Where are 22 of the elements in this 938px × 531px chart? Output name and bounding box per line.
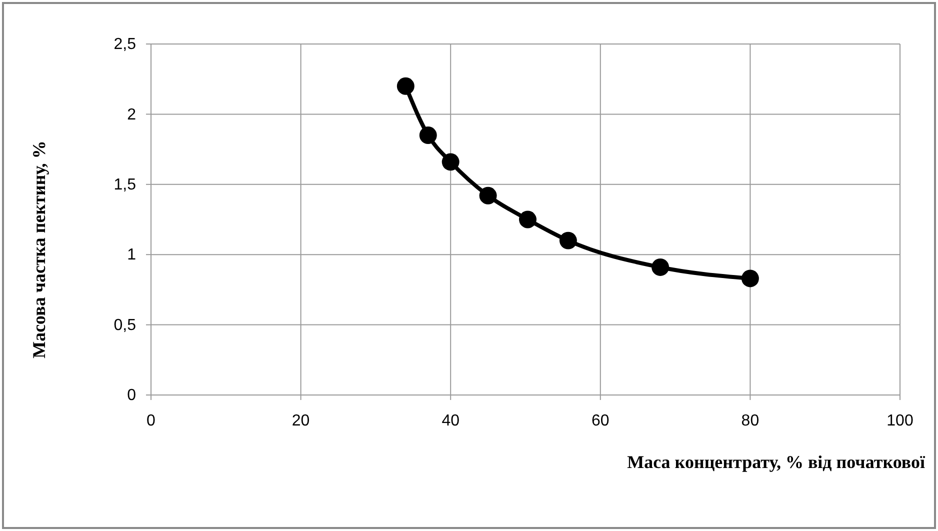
point [419,126,437,144]
point [479,186,497,204]
point [442,153,460,171]
point [652,258,670,276]
x-tick-label: 100 [886,412,914,430]
point [396,77,414,95]
y-tick-label: 2,5 [114,36,136,54]
x-tick-label: 60 [592,412,610,430]
y-tick-label: 0,5 [114,316,136,334]
y-tick-label: 2 [127,106,136,124]
y-tick-label: 0 [127,387,136,404]
y-tick-label: 1,5 [114,176,136,194]
y-tick-label: 1 [127,246,136,264]
point [559,232,577,250]
point [519,210,536,228]
x-tick-label: 0 [146,412,156,430]
point [741,270,759,288]
x-axis-title: Маса концентрату, % від початкової [627,452,926,472]
x-tick-label: 80 [741,412,760,430]
x-tick-label: 40 [442,412,460,430]
x-tick-label: 20 [292,412,310,430]
y-axis-title: Масова частка пектину, % [29,140,49,358]
